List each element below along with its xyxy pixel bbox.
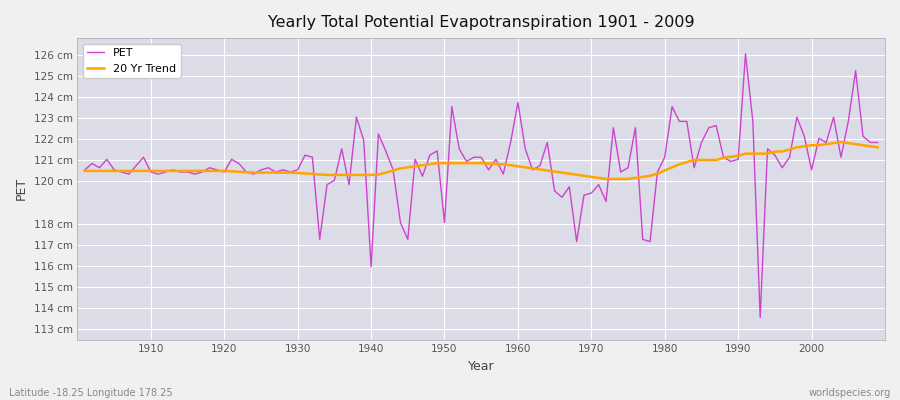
Line: PET: PET (85, 54, 878, 318)
20 Yr Trend (872, 145, 883, 150)
PET (344, 182, 355, 187)
PET (505, 140, 516, 145)
20 Yr Trend (600, 176, 611, 181)
Text: Latitude -18.25 Longitude 178.25: Latitude -18.25 Longitude 178.25 (9, 388, 173, 398)
PET (872, 140, 883, 145)
PET (138, 155, 148, 160)
PET (755, 315, 766, 320)
X-axis label: Year: Year (468, 360, 494, 373)
PET (600, 199, 611, 204)
PET (79, 168, 90, 172)
20 Yr Trend (608, 176, 619, 181)
20 Yr Trend (835, 140, 846, 144)
20 Yr Trend (512, 164, 523, 169)
Legend: PET, 20 Yr Trend: PET, 20 Yr Trend (83, 44, 181, 78)
20 Yr Trend (300, 171, 310, 176)
Text: worldspecies.org: worldspecies.org (809, 388, 891, 398)
PET (512, 100, 523, 105)
20 Yr Trend (79, 168, 90, 173)
PET (740, 52, 751, 56)
Line: 20 Yr Trend: 20 Yr Trend (85, 142, 878, 179)
20 Yr Trend (138, 168, 148, 173)
20 Yr Trend (505, 163, 516, 168)
Y-axis label: PET: PET (15, 177, 28, 200)
PET (300, 153, 310, 158)
Title: Yearly Total Potential Evapotranspiration 1901 - 2009: Yearly Total Potential Evapotranspiratio… (268, 15, 695, 30)
20 Yr Trend (344, 172, 355, 177)
